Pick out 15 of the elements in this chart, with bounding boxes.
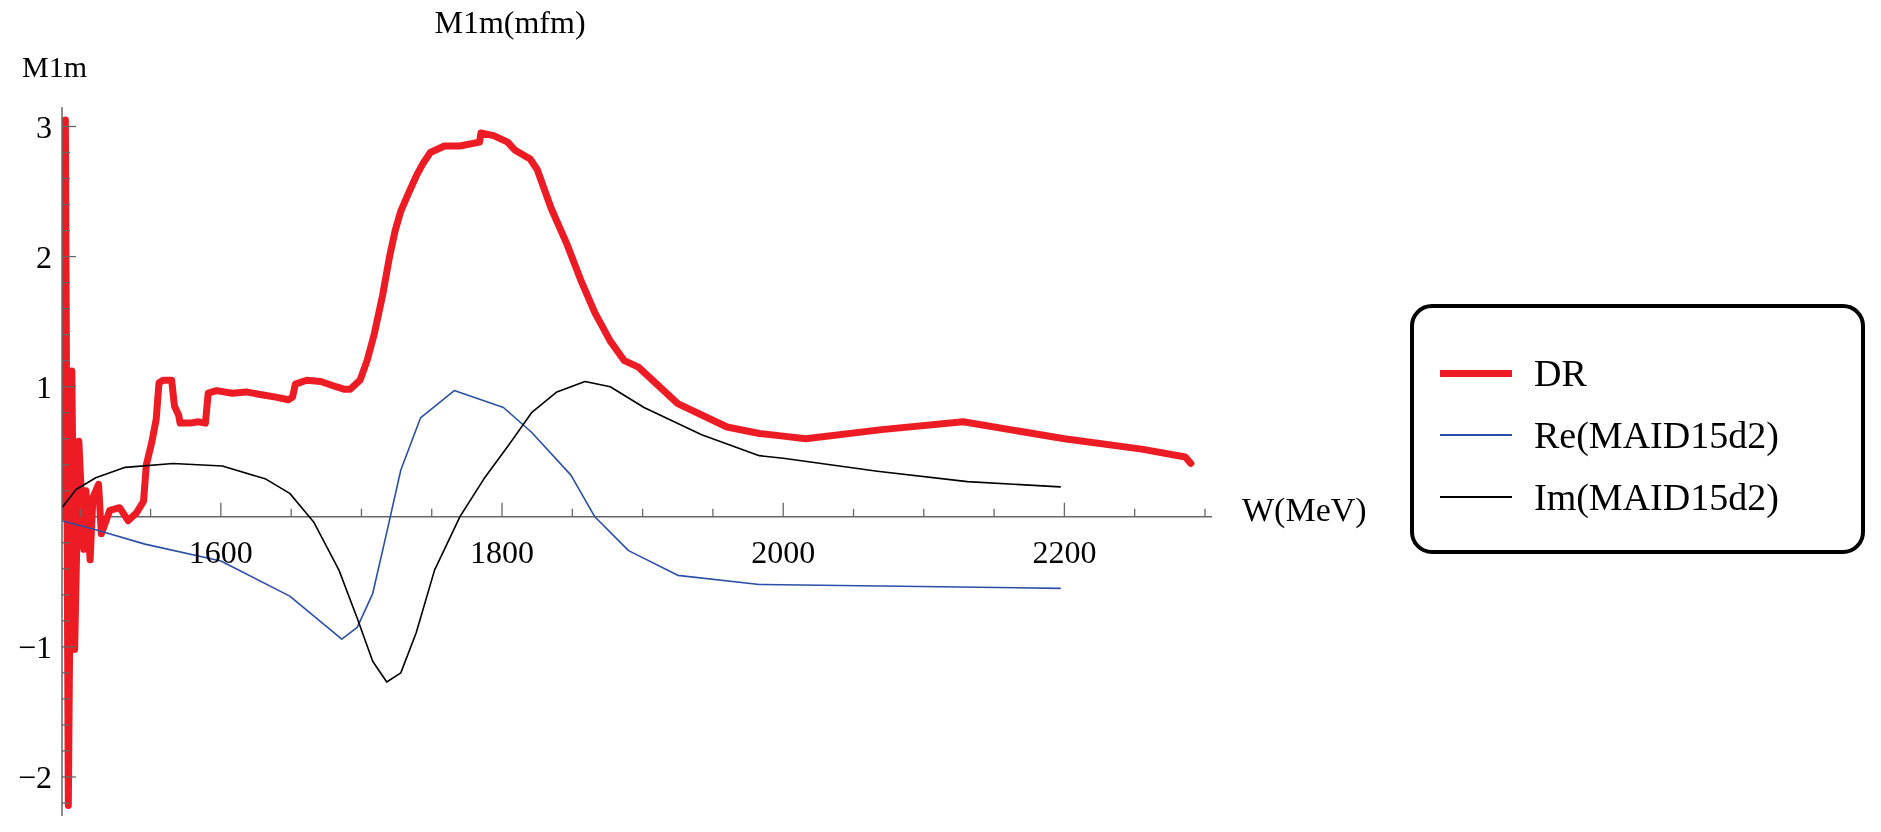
y-tick-label: −1	[17, 628, 52, 665]
legend-label: Re(MAID15d2)	[1534, 413, 1779, 457]
legend-label: Im(MAID15d2)	[1534, 475, 1779, 519]
x-tick-label: 2200	[1032, 533, 1097, 570]
chart-title: M1m(mfm)	[433, 4, 587, 41]
y-tick-label: 3	[36, 108, 52, 145]
y-tick-label: 1	[36, 368, 52, 405]
legend-label: DR	[1534, 351, 1587, 395]
x-tick-label: 1600	[188, 533, 253, 570]
y-axis-title: M1m	[22, 50, 88, 84]
y-tick-label: −2	[17, 758, 52, 795]
x-tick-label: 1800	[470, 533, 535, 570]
x-tick-label: 2000	[751, 533, 816, 570]
x-axis-title: W(MeV)	[1242, 490, 1367, 529]
y-tick-label: 2	[36, 238, 52, 275]
